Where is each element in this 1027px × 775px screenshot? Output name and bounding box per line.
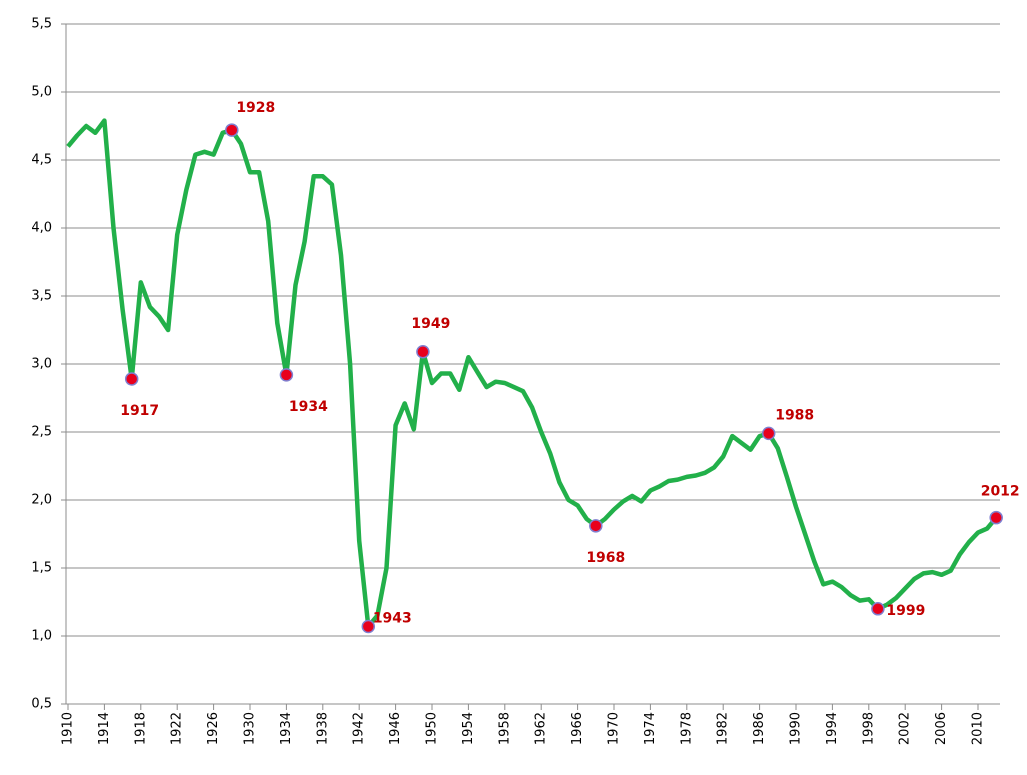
annotation: 1943	[373, 610, 412, 626]
x-tick-label: 1962	[534, 712, 549, 745]
x-tick-label: 1910	[61, 712, 76, 745]
point-marker	[989, 510, 1003, 525]
annotation: 1928	[236, 100, 275, 116]
annotation: 2012	[981, 484, 1020, 500]
x-tick-label: 1982	[716, 712, 731, 745]
x-tick-label: 1986	[752, 712, 767, 745]
point-marker	[225, 123, 239, 137]
x-tick-label: 2002	[898, 712, 913, 745]
y-tick-label: 4,5	[31, 153, 52, 168]
point-marker	[124, 372, 139, 386]
x-tick-label: 1946	[388, 712, 403, 745]
point-marker	[279, 368, 294, 382]
x-tick-label: 1922	[170, 712, 185, 745]
y-tick-label: 2,5	[31, 425, 52, 440]
y-tick-label: 5,5	[31, 17, 52, 32]
x-tick-label: 1970	[607, 712, 622, 745]
x-tick-label: 1990	[789, 712, 804, 745]
y-tick-label: 0,5	[31, 697, 52, 712]
point-marker	[589, 519, 603, 533]
data-line	[66, 118, 998, 629]
x-tick-label: 1950	[425, 712, 440, 745]
x-tick-label: 1926	[206, 712, 221, 745]
x-tick-label: 1966	[570, 712, 585, 745]
x-tick-label: 1942	[352, 712, 367, 745]
y-tick-label: 1,5	[31, 561, 52, 576]
x-tick-label: 1914	[97, 712, 112, 745]
y-tick-label: 3,5	[31, 289, 52, 304]
x-tick-label: 1998	[861, 712, 876, 745]
x-tick-label: 1930	[243, 712, 258, 745]
x-tick-label: 1978	[679, 712, 694, 745]
annotation: 1917	[120, 403, 159, 419]
x-tick-label: 1934	[279, 712, 294, 745]
x-tick-label: 1958	[497, 712, 512, 745]
x-tick-label: 1938	[315, 712, 330, 745]
point-marker	[361, 619, 376, 634]
x-tick-label: 2010	[971, 712, 986, 745]
annotation: 1934	[289, 399, 328, 415]
annotation: 1968	[586, 550, 625, 566]
x-tick-label: 2006	[934, 712, 949, 745]
y-tick-label: 2,0	[31, 493, 52, 508]
y-tick-label: 5,0	[31, 85, 52, 100]
annotation: 1999	[886, 603, 925, 619]
y-tick-label: 1,0	[31, 629, 52, 644]
point-marker	[761, 426, 776, 441]
x-tick-label: 1918	[133, 712, 148, 745]
x-tick-label: 1974	[643, 712, 658, 745]
x-tick-label: 1994	[825, 712, 840, 745]
y-tick-label: 3,0	[31, 357, 52, 372]
point-marker	[416, 345, 430, 359]
point-marker	[871, 602, 885, 616]
annotation: 1949	[411, 316, 450, 332]
y-tick-label: 4,0	[31, 221, 52, 236]
x-tick-label: 1954	[461, 712, 476, 745]
annotation: 1988	[775, 407, 814, 423]
